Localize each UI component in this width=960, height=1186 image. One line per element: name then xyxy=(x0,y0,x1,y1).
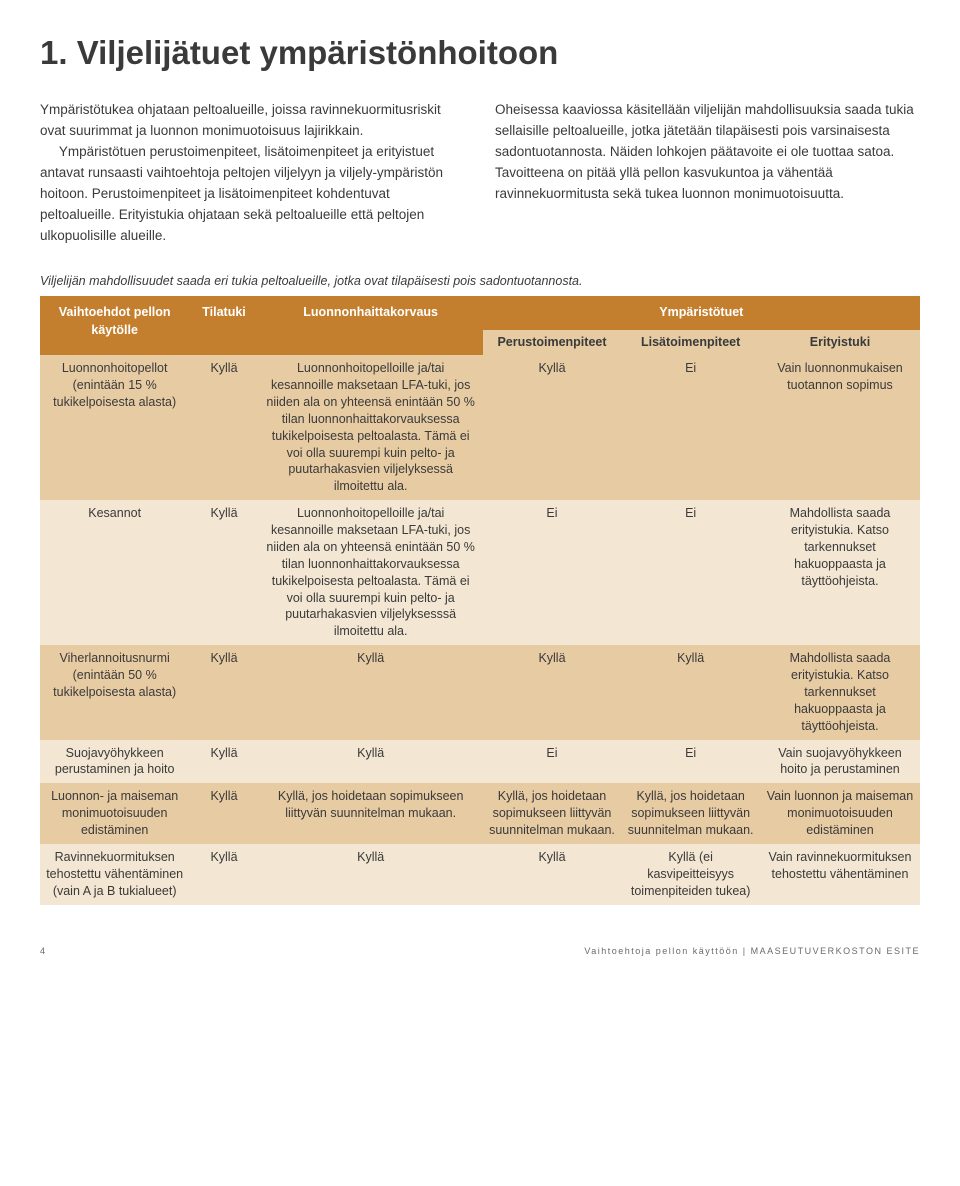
th-perus: Perustoimenpiteet xyxy=(483,330,622,356)
cell-perus: Ei xyxy=(483,740,622,784)
cell-option: Suojavyöhykkeen perustaminen ja hoito xyxy=(40,740,189,784)
cell-lisa: Kyllä, jos hoidetaan sopimukseen liittyv… xyxy=(621,783,760,844)
table-row: Luonnonhoitopellot (enintään 15 % tukike… xyxy=(40,355,920,500)
cell-option: Luonnonhoitopellot (enintään 15 % tukike… xyxy=(40,355,189,500)
table-caption: Viljelijän mahdollisuudet saada eri tuki… xyxy=(40,273,920,291)
cell-lfa: Kyllä xyxy=(259,645,483,739)
cell-eri: Vain ravinnekuormituksen tehostettu vähe… xyxy=(760,844,920,905)
cell-tilatuki: Kyllä xyxy=(189,355,258,500)
cell-tilatuki: Kyllä xyxy=(189,740,258,784)
cell-eri: Mahdollista saada erityistukia. Katso ta… xyxy=(760,500,920,645)
page-number: 4 xyxy=(40,945,47,958)
intro-left-p1: Ympäristötukea ohjataan peltoalueille, j… xyxy=(40,100,465,142)
footer-right: Vaihtoehtoja pellon käyttöön | MAASEUTUV… xyxy=(584,945,920,958)
cell-eri: Vain luonnonmukaisen tuotannon sopimus xyxy=(760,355,920,500)
th-eri: Erityistuki xyxy=(760,330,920,356)
cell-option: Viherlannoitusnurmi (enintään 50 % tukik… xyxy=(40,645,189,739)
table-row: Luonnon- ja maiseman monimuotoisuuden ed… xyxy=(40,783,920,844)
cell-option: Kesannot xyxy=(40,500,189,645)
cell-perus: Ei xyxy=(483,500,622,645)
cell-perus: Kyllä xyxy=(483,844,622,905)
th-ymp: Ympäristötuet xyxy=(483,296,920,330)
cell-tilatuki: Kyllä xyxy=(189,783,258,844)
th-tilatuki: Tilatuki xyxy=(189,296,258,355)
table-row: Viherlannoitusnurmi (enintään 50 % tukik… xyxy=(40,645,920,739)
subsidies-table: Vaihtoehdot pellon käytölle Tilatuki Luo… xyxy=(40,296,920,904)
cell-perus: Kyllä, jos hoidetaan sopimukseen liittyv… xyxy=(483,783,622,844)
intro-right: Oheisessa kaaviossa käsitellään viljelij… xyxy=(495,100,920,246)
cell-eri: Mahdollista saada erityistukia. Katso ta… xyxy=(760,645,920,739)
cell-lisa: Kyllä xyxy=(621,645,760,739)
intro-columns: Ympäristötukea ohjataan peltoalueille, j… xyxy=(40,100,920,246)
cell-lfa: Kyllä, jos hoidetaan sopimukseen liittyv… xyxy=(259,783,483,844)
page-title: 1. Viljelijätuet ympäristönhoitoon xyxy=(40,30,920,76)
cell-perus: Kyllä xyxy=(483,645,622,739)
table-row: Ravinnekuormituksen tehostettu vähentämi… xyxy=(40,844,920,905)
cell-lfa: Kyllä xyxy=(259,740,483,784)
table-row: Suojavyöhykkeen perustaminen ja hoitoKyl… xyxy=(40,740,920,784)
cell-tilatuki: Kyllä xyxy=(189,645,258,739)
cell-eri: Vain luonnon ja maiseman monimuotoisuude… xyxy=(760,783,920,844)
cell-lisa: Ei xyxy=(621,500,760,645)
cell-lisa: Kyllä (ei kasvipeitteisyys toimenpiteide… xyxy=(621,844,760,905)
cell-lfa: Luonnonhoitopelloille ja/tai kesannoille… xyxy=(259,500,483,645)
cell-lisa: Ei xyxy=(621,740,760,784)
th-lfa: Luonnonhaittakorvaus xyxy=(259,296,483,355)
cell-tilatuki: Kyllä xyxy=(189,844,258,905)
cell-lisa: Ei xyxy=(621,355,760,500)
th-options: Vaihtoehdot pellon käytölle xyxy=(40,296,189,355)
intro-right-p1: Oheisessa kaaviossa käsitellään viljelij… xyxy=(495,100,920,205)
intro-left: Ympäristötukea ohjataan peltoalueille, j… xyxy=(40,100,465,246)
page-footer: 4 Vaihtoehtoja pellon käyttöön | MAASEUT… xyxy=(40,945,920,958)
cell-lfa: Luonnonhoitopelloille ja/tai kesannoille… xyxy=(259,355,483,500)
cell-option: Luonnon- ja maiseman monimuotoisuuden ed… xyxy=(40,783,189,844)
cell-tilatuki: Kyllä xyxy=(189,500,258,645)
cell-eri: Vain suojavyöhykkeen hoito ja perustamin… xyxy=(760,740,920,784)
cell-lfa: Kyllä xyxy=(259,844,483,905)
th-lisa: Lisätoimenpiteet xyxy=(621,330,760,356)
intro-left-p2: Ympäristötuen perustoimenpiteet, lisätoi… xyxy=(40,142,465,247)
cell-option: Ravinnekuormituksen tehostettu vähentämi… xyxy=(40,844,189,905)
table-row: KesannotKylläLuonnonhoitopelloille ja/ta… xyxy=(40,500,920,645)
table-body: Luonnonhoitopellot (enintään 15 % tukike… xyxy=(40,355,920,904)
cell-perus: Kyllä xyxy=(483,355,622,500)
